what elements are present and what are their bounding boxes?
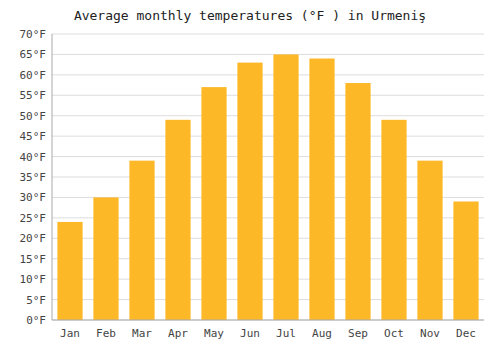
chart: Average monthly temperatures (°F ) in Ur… [0,0,500,350]
y-tick-label: 10°F [20,273,47,286]
bar [237,63,262,320]
grid-line [52,136,484,137]
bar [129,161,154,320]
grid-line [52,320,484,321]
chart-container: Average monthly temperatures (°F ) in Ur… [0,0,500,350]
y-axis [52,34,53,320]
x-tick-label: Jan [60,327,80,340]
bar [201,87,226,320]
x-tick-label: Dec [456,327,476,340]
grid-line [52,95,484,96]
y-tick-label: 20°F [20,232,47,245]
grid-line [52,34,484,35]
x-tick-label: Mar [132,327,152,340]
y-tick-label: 70°F [20,28,47,41]
x-tick-label: Apr [168,327,188,340]
y-tick-label: 35°F [20,171,47,184]
bar [273,54,298,320]
bar [381,120,406,320]
x-tick-label: Oct [384,327,404,340]
y-tick-label: 60°F [20,69,47,82]
x-tick-label: Jul [276,327,296,340]
x-tick-label: Nov [420,327,440,340]
bar [453,202,478,320]
bar [93,197,118,320]
grid-line [52,74,484,75]
y-tick-label: 30°F [20,191,47,204]
y-tick-label: 45°F [20,130,47,143]
bar [57,222,82,320]
y-tick-label: 65°F [20,48,47,61]
grid [52,34,484,320]
x-tick-label: Jun [240,327,260,340]
y-tick-label: 15°F [20,253,47,266]
bar [309,59,334,320]
bar [165,120,190,320]
y-tick-label: 50°F [20,110,47,123]
title: Average monthly temperatures (°F ) in Ur… [74,8,426,23]
bar [345,83,370,320]
bars [57,54,478,320]
y-tick-label: 25°F [20,212,47,225]
x-tick-label: Aug [312,327,332,340]
x-tick-label: Feb [96,327,116,340]
bar [417,161,442,320]
y-tick-label: 55°F [20,89,47,102]
grid-line [52,54,484,55]
grid-line [52,156,484,157]
x-tick-label: Sep [348,327,368,340]
y-tick-label: 40°F [20,151,47,164]
y-tick-label: 5°F [26,294,46,307]
grid-line [52,115,484,116]
x-axis [52,320,484,321]
y-tick-label: 0°F [26,314,46,327]
x-tick-label: May [204,327,224,340]
